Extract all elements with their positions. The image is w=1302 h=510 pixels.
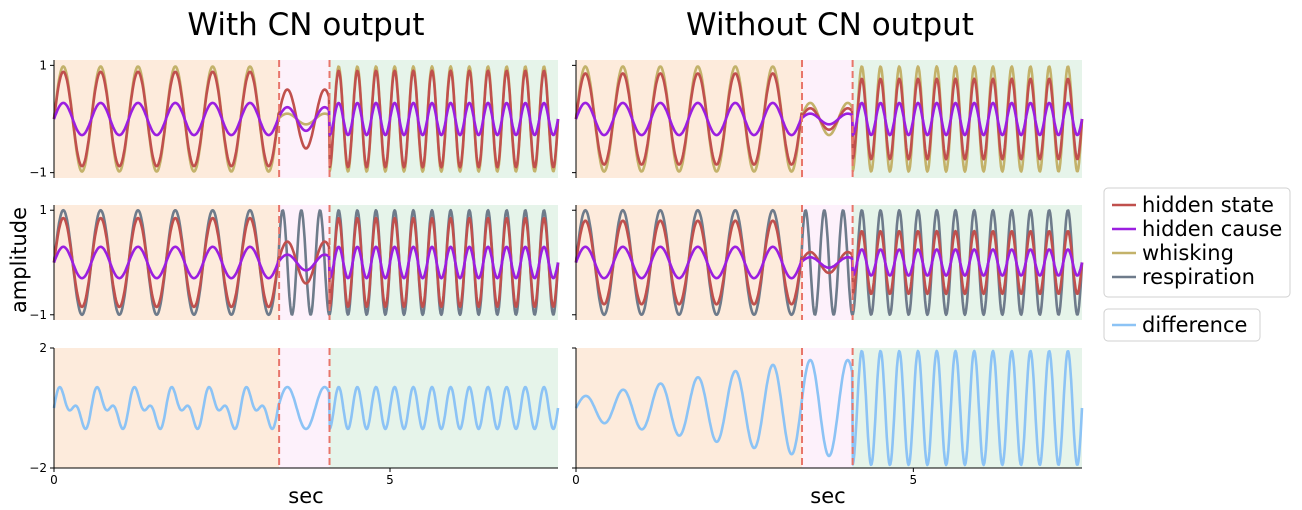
- y-axis-title: amplitude: [7, 207, 31, 313]
- panel-without-cn-output-row3-series-difference: [574, 349, 1084, 467]
- panel-with-cn-output-row1-y-tick-label-top: 1: [39, 58, 47, 72]
- panel-with-cn-output-row3-phase-2: [279, 348, 330, 468]
- legend-label-hidden-cause: hidden cause: [1142, 217, 1282, 241]
- legend-difference-frame: [1103, 308, 1261, 342]
- panel-without-cn-output-row3-x-tick-label: 0: [572, 473, 580, 487]
- legend-label-respiration: respiration: [1142, 265, 1255, 289]
- panel-with-cn-output-row2-y-tick-label-top: 1: [39, 203, 47, 217]
- panel-with-cn-output-row2: 1 −1: [29, 203, 560, 322]
- panel-with-cn-output-row3-x-tick-label: 5: [386, 473, 394, 487]
- panel-with-cn-output-row3-phase-3: [329, 348, 558, 468]
- legend-label-difference: difference: [1142, 313, 1247, 337]
- legend-main: hidden state hidden cause whisking respi…: [1103, 187, 1291, 298]
- legend-label-whisking: whisking: [1142, 241, 1234, 265]
- column-title-left: With CN output: [187, 7, 424, 43]
- legend-main-frame: [1103, 187, 1291, 298]
- panel-with-cn-output-row3-y-tick-label-top: 2: [39, 341, 47, 355]
- panel-without-cn-output-row3-x-tick-label: 5: [910, 473, 918, 487]
- panel-without-cn-output-row2: [572, 205, 1084, 320]
- panel-without-cn-output-row2-series-hidden-cause: [574, 245, 1084, 280]
- panel-with-cn-output-row1-series-hidden-cause: [52, 101, 560, 137]
- panel-with-cn-output-row1-y-tick-label-bottom: −1: [29, 166, 47, 180]
- panel-with-cn-output-row2-y-tick-label-bottom: −1: [29, 308, 47, 322]
- panels: 1−11−12−20 5 0 5: [29, 58, 1084, 487]
- panel-with-cn-output-row3: 2 −20 5: [29, 341, 560, 487]
- panel-without-cn-output-row1-series-hidden-cause: [574, 101, 1084, 137]
- legend-difference: difference: [1103, 308, 1261, 342]
- panel-with-cn-output-row1-phase-2: [279, 60, 330, 178]
- column-title-right: Without CN output: [686, 7, 974, 43]
- panel-without-cn-output-row1-phase-2: [802, 60, 853, 178]
- legend-label-hidden-state: hidden state: [1142, 193, 1274, 217]
- panel-with-cn-output-row2-series-hidden-cause: [52, 245, 560, 280]
- panel-with-cn-output-row3-y-tick-label-bottom: −2: [29, 461, 47, 475]
- x-axis-title-right: sec: [810, 484, 845, 508]
- x-axis-title-left: sec: [288, 484, 323, 508]
- panel-with-cn-output-row3-x-tick-label: 0: [50, 473, 58, 487]
- panel-with-cn-output-row3-series-difference: [52, 385, 560, 431]
- panel-without-cn-output-row1: [572, 60, 1084, 178]
- panel-with-cn-output-row1: 1 −1: [29, 58, 560, 180]
